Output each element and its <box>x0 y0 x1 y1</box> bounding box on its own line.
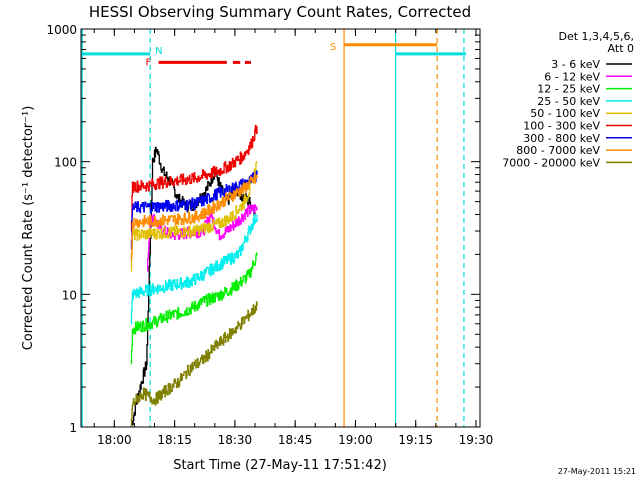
flag-label-s: S <box>330 42 336 53</box>
series-line-100-300-kev <box>130 124 258 232</box>
flag-label-n: N <box>155 46 162 57</box>
legend-label-800-7000-kev: 800 - 7000 keV <box>516 144 600 157</box>
legend-label-50-100-kev: 50 - 100 keV <box>530 107 600 120</box>
legend-header-line-2: Att 0 <box>608 42 634 55</box>
x-tick-label-19-00: 19:00 <box>338 433 373 447</box>
series-line-50-100-kev <box>130 161 258 272</box>
x-tick-label-18-30: 18:30 <box>218 433 253 447</box>
legend-label-100-300-kev: 100 - 300 keV <box>523 120 600 133</box>
legend-header-line-1: Det 1,3,4,5,6, <box>558 30 634 43</box>
y-tick-label-1: 1 <box>69 421 77 435</box>
series-line-800-7000-kev <box>130 174 258 262</box>
series-line-12-25-kev <box>130 252 258 365</box>
legend-label-25-50-kev: 25 - 50 keV <box>537 95 600 108</box>
legend-label-12-25-kev: 12 - 25 keV <box>537 83 600 96</box>
chart-title: HESSI Observing Summary Count Rates, Cor… <box>89 3 471 21</box>
y-tick-label-1000: 1000 <box>46 23 77 37</box>
y-tick-label-10: 10 <box>62 288 77 302</box>
series-line-7000-20000-kev <box>130 301 258 427</box>
plot-frame <box>80 28 481 428</box>
series-line-25-50-kev <box>130 214 258 325</box>
x-axis-label: Start Time (27-May-11 17:51:42) <box>173 458 387 473</box>
x-tick-label-18-15: 18:15 <box>157 433 192 447</box>
legend-label-3-6-kev: 3 - 6 keV <box>551 58 600 71</box>
x-tick-label-18-00: 18:00 <box>97 433 132 447</box>
y-tick-label-100: 100 <box>54 156 77 170</box>
x-tick-label-19-15: 19:15 <box>398 433 433 447</box>
footer-timestamp: 27-May-2011 15:21 <box>558 467 636 476</box>
series-line-300-800-kev <box>130 170 258 250</box>
flag-label-f: F <box>146 57 152 68</box>
x-tick-label-18-45: 18:45 <box>278 433 313 447</box>
y-axis-label: Corrected Count Rate (s⁻¹ detector⁻¹) <box>21 106 36 351</box>
legend-label-300-800-kev: 300 - 800 keV <box>523 132 600 145</box>
x-tick-label-19-30: 19:30 <box>459 433 494 447</box>
legend-label-6-12-kev: 6 - 12 keV <box>544 70 600 83</box>
legend-label-7000-20000-kev: 7000 - 20000 keV <box>502 156 600 169</box>
